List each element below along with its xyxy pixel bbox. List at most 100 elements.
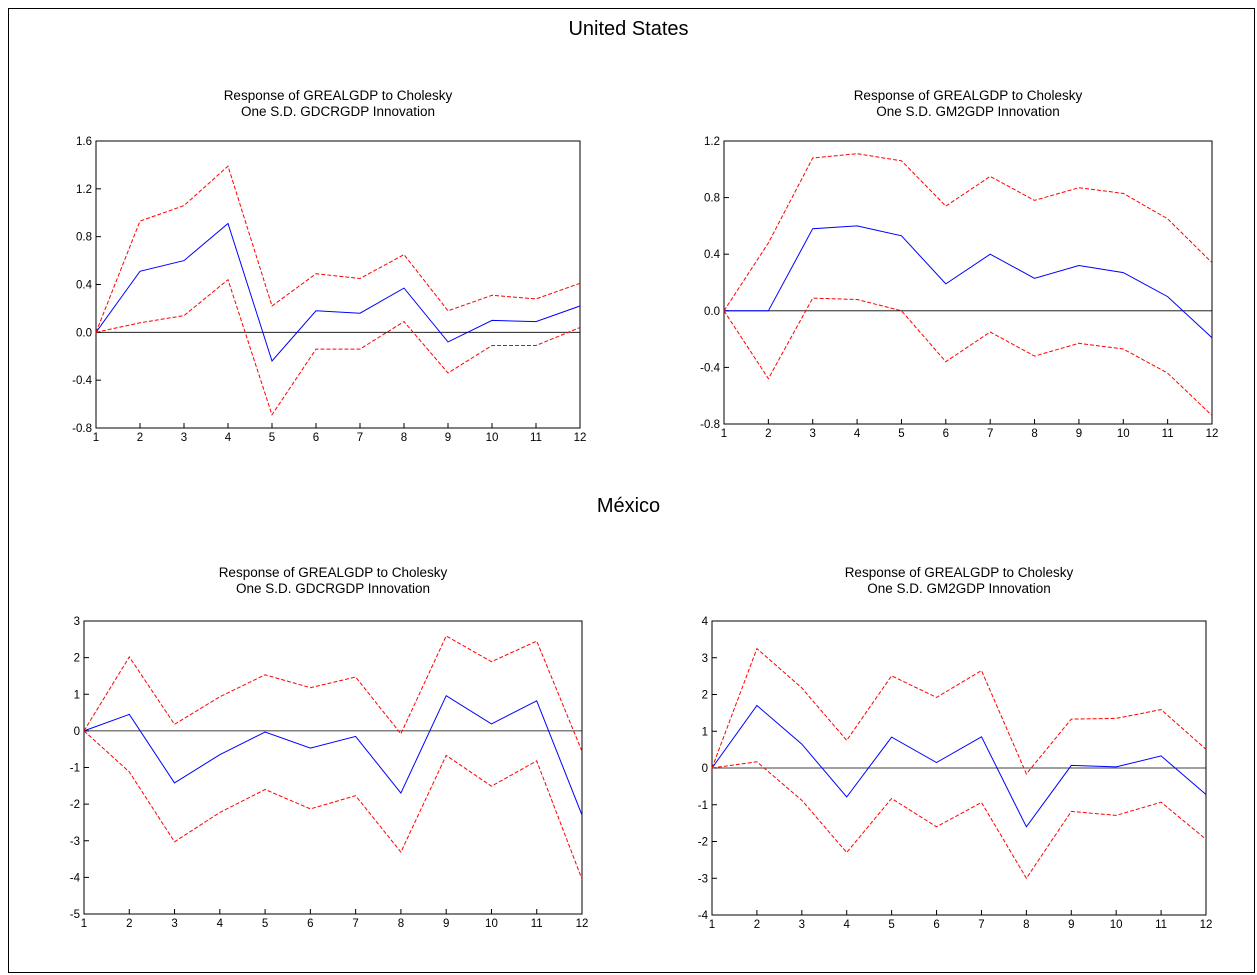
y-tick-label: -5 <box>70 909 80 921</box>
x-tick-label: 7 <box>978 919 984 931</box>
x-tick-label: 1 <box>81 918 87 930</box>
y-tick-label: 1.2 <box>76 184 92 196</box>
chart-title-line1: Response of GREALGDP to Cholesky <box>853 88 1083 103</box>
x-tick-label: 10 <box>1110 919 1123 931</box>
response-line <box>711 704 1207 828</box>
x-tick-label: 1 <box>721 428 727 440</box>
chart-title-line2: One S.D. GDCRGDP Innovation <box>240 104 436 119</box>
x-tick-label: 6 <box>307 918 313 930</box>
x-tick-label: 3 <box>181 432 187 444</box>
x-tick-label: 7 <box>357 432 363 444</box>
chart-title-line2: One S.D. GM2GDP Innovation <box>876 104 1060 119</box>
x-tick-label: 9 <box>1076 428 1082 440</box>
x-tick-label: 11 <box>1162 428 1174 440</box>
x-tick-label: 12 <box>1200 919 1213 931</box>
response-line <box>724 225 1213 339</box>
x-tick-label: 5 <box>269 432 275 444</box>
y-tick-label: 0 <box>702 763 708 775</box>
y-tick-label: 3 <box>702 653 708 665</box>
x-tick-label: 3 <box>799 919 805 931</box>
x-tick-label: 7 <box>987 428 993 440</box>
x-tick-label: 2 <box>754 919 760 931</box>
x-tick-label: 11 <box>530 432 542 444</box>
x-tick-label: 2 <box>765 428 771 440</box>
chart-title-line2: One S.D. GM2GDP Innovation <box>867 581 1051 596</box>
section-title-mexico: México <box>596 495 661 517</box>
plot-area <box>83 620 583 915</box>
y-tick-label: 1.2 <box>704 136 720 148</box>
x-tick-label: 3 <box>171 918 177 930</box>
chart-title-mx-gm2gdp: Response of GREALGDP to Cholesky One S.D… <box>712 565 1206 597</box>
chart-title-line2: One S.D. GDCRGDP Innovation <box>235 581 431 596</box>
x-tick-label: 5 <box>898 428 904 440</box>
x-tick-label: 6 <box>933 919 939 931</box>
x-tick-label: 8 <box>1023 919 1029 931</box>
x-tick-label: 8 <box>1031 428 1037 440</box>
y-tick-label: 1 <box>74 689 80 701</box>
upper-band-line <box>711 647 1207 775</box>
x-tick-label: 7 <box>352 918 358 930</box>
x-tick-label: 2 <box>126 918 132 930</box>
y-tick-label: -0.4 <box>700 362 720 374</box>
chart-title-mx-gdcrgdp: Response of GREALGDP to Cholesky One S.D… <box>84 565 582 597</box>
x-tick-label: 5 <box>888 919 894 931</box>
chart-title-line1: Response of GREALGDP to Cholesky <box>223 88 453 103</box>
y-tick-label: 4 <box>702 616 709 628</box>
y-tick-label: -4 <box>70 872 81 884</box>
plot-area <box>723 140 1213 425</box>
x-tick-label: 9 <box>443 918 449 930</box>
y-tick-label: -4 <box>698 910 709 922</box>
section-title-united-states: United States <box>568 18 689 40</box>
y-tick-label: -3 <box>698 873 708 885</box>
x-tick-label: 2 <box>137 432 143 444</box>
y-tick-label: 0.4 <box>704 249 721 261</box>
x-tick-label: 6 <box>943 428 949 440</box>
y-tick-label: -1 <box>70 763 80 775</box>
x-tick-label: 12 <box>1206 428 1219 440</box>
y-tick-label: -0.8 <box>700 419 720 431</box>
x-tick-label: 4 <box>217 918 224 930</box>
lower-band-line <box>711 761 1207 880</box>
lower-band-line <box>83 730 583 880</box>
y-tick-label: -0.8 <box>72 423 92 435</box>
y-tick-label: 0 <box>74 726 80 738</box>
x-tick-label: 5 <box>262 918 268 930</box>
x-tick-label: 9 <box>1068 919 1074 931</box>
x-tick-label: 11 <box>1155 919 1167 931</box>
x-tick-label: 6 <box>313 432 319 444</box>
y-tick-label: -2 <box>698 837 708 849</box>
x-tick-label: 8 <box>398 918 404 930</box>
y-tick-label: 2 <box>74 653 80 665</box>
y-tick-label: 0.0 <box>76 327 92 339</box>
y-tick-label: 1.6 <box>76 136 92 148</box>
y-tick-label: -0.4 <box>72 375 92 387</box>
x-tick-label: 1 <box>93 432 99 444</box>
lower-band-line <box>95 278 581 416</box>
chart-title-us-gm2gdp: Response of GREALGDP to Cholesky One S.D… <box>724 88 1212 120</box>
response-line <box>83 694 583 816</box>
x-tick-label: 12 <box>576 918 589 930</box>
x-tick-label: 12 <box>574 432 587 444</box>
y-tick-label: 0.8 <box>76 232 92 244</box>
y-tick-label: 1 <box>702 726 708 738</box>
x-tick-label: 8 <box>401 432 407 444</box>
y-tick-label: 2 <box>702 690 708 702</box>
chart-title-us-gdcrgdp: Response of GREALGDP to Cholesky One S.D… <box>96 88 580 120</box>
x-tick-label: 10 <box>486 432 499 444</box>
response-line <box>95 222 581 362</box>
x-tick-label: 3 <box>810 428 816 440</box>
x-tick-label: 10 <box>1117 428 1130 440</box>
x-tick-label: 4 <box>844 919 851 931</box>
y-tick-label: -3 <box>70 836 80 848</box>
upper-band-line <box>95 165 581 333</box>
y-tick-label: 0.4 <box>76 280 93 292</box>
y-tick-label: -1 <box>698 800 708 812</box>
x-tick-label: 9 <box>445 432 451 444</box>
chart-title-line1: Response of GREALGDP to Cholesky <box>844 565 1074 580</box>
y-tick-label: 0.0 <box>704 306 720 318</box>
upper-band-line <box>83 635 583 752</box>
chart-1: -0.8-0.40.00.40.81.21 2 3 4 5 6 7 8 9 10 11 12 <box>700 136 1218 440</box>
